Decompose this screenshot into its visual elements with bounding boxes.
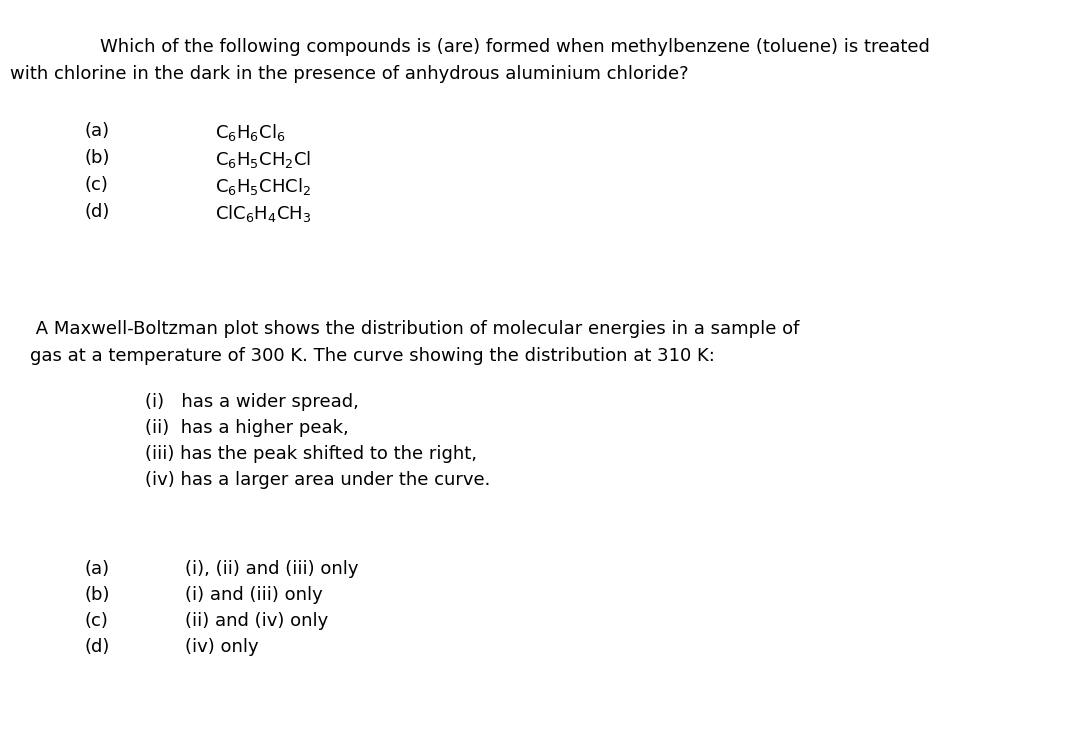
Text: (i)   has a wider spread,: (i) has a wider spread, xyxy=(145,393,359,411)
Text: (b): (b) xyxy=(85,149,110,167)
Text: (ii) and (iv) only: (ii) and (iv) only xyxy=(185,612,328,630)
Text: (iii) has the peak shifted to the right,: (iii) has the peak shifted to the right, xyxy=(145,445,477,463)
Text: (i) and (iii) only: (i) and (iii) only xyxy=(185,586,323,604)
Text: (c): (c) xyxy=(85,176,109,194)
Text: $\mathregular{ClC_6H_4CH_3}$: $\mathregular{ClC_6H_4CH_3}$ xyxy=(215,203,311,224)
Text: with chlorine in the dark in the presence of anhydrous aluminium chloride?: with chlorine in the dark in the presenc… xyxy=(10,65,689,83)
Text: (b): (b) xyxy=(85,586,110,604)
Text: (i), (ii) and (iii) only: (i), (ii) and (iii) only xyxy=(185,560,359,578)
Text: (d): (d) xyxy=(85,203,110,221)
Text: gas at a temperature of 300 K. The curve showing the distribution at 310 K:: gas at a temperature of 300 K. The curve… xyxy=(30,347,715,365)
Text: $\mathregular{C_6H_5CH_2Cl}$: $\mathregular{C_6H_5CH_2Cl}$ xyxy=(215,149,311,170)
Text: (iv) only: (iv) only xyxy=(185,638,258,656)
Text: (c): (c) xyxy=(85,612,109,630)
Text: Which of the following compounds is (are) formed when methylbenzene (toluene) is: Which of the following compounds is (are… xyxy=(100,38,930,56)
Text: A Maxwell-Boltzman plot shows the distribution of molecular energies in a sample: A Maxwell-Boltzman plot shows the distri… xyxy=(30,320,799,338)
Text: (d): (d) xyxy=(85,638,110,656)
Text: (a): (a) xyxy=(85,560,110,578)
Text: (ii)  has a higher peak,: (ii) has a higher peak, xyxy=(145,419,349,437)
Text: $\mathregular{C_6H_5CHCl_2}$: $\mathregular{C_6H_5CHCl_2}$ xyxy=(215,176,311,197)
Text: $\mathregular{C_6H_6Cl_6}$: $\mathregular{C_6H_6Cl_6}$ xyxy=(215,122,285,143)
Text: (iv) has a larger area under the curve.: (iv) has a larger area under the curve. xyxy=(145,471,490,489)
Text: (a): (a) xyxy=(85,122,110,140)
